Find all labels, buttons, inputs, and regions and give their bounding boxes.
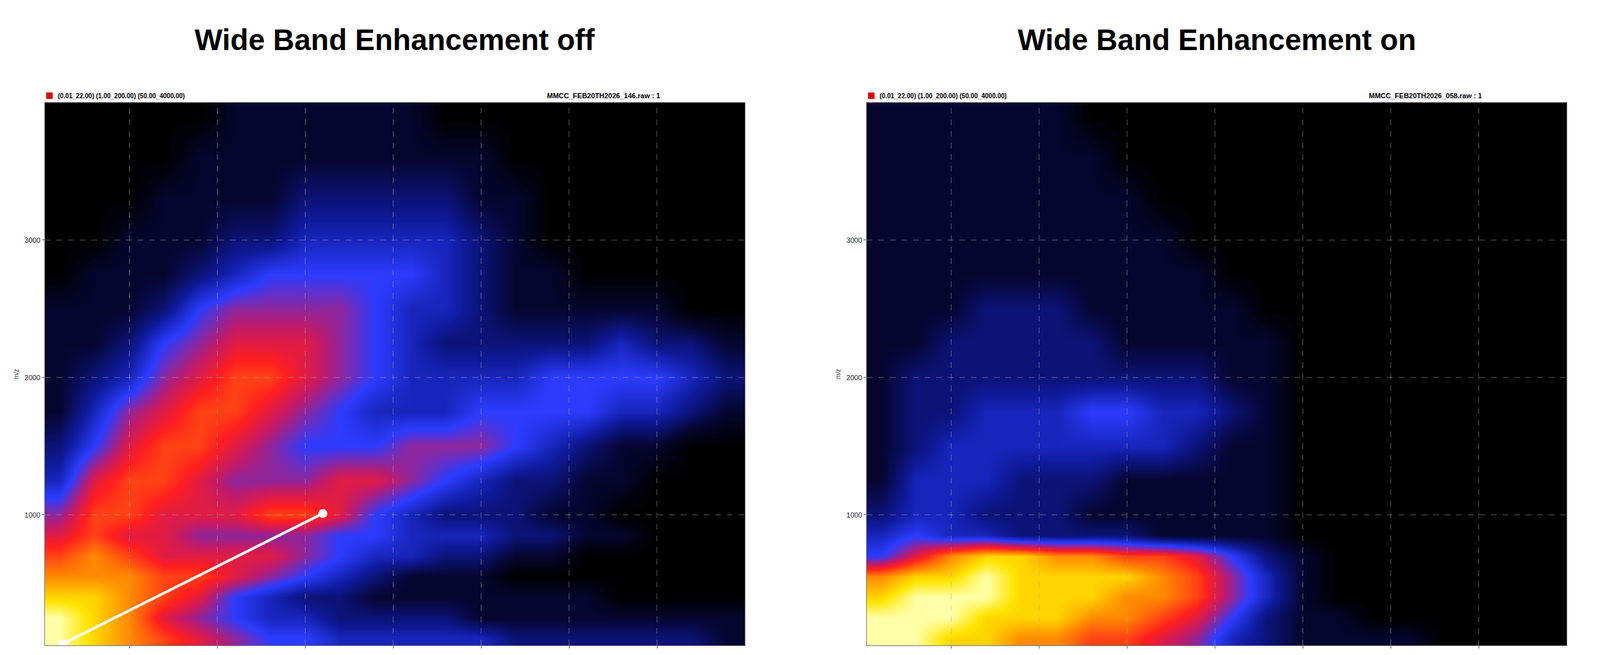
svg-text:(0.01_22.00) (1.00_200.00) (50: (0.01_22.00) (1.00_200.00) (50.00_4000.0… [57, 92, 185, 100]
svg-text:Wide Band Enhancement off: Wide Band Enhancement off [194, 23, 596, 57]
svg-text:(0.01_22.00) (1.00_200.00) (50: (0.01_22.00) (1.00_200.00) (50.00_4000.0… [879, 92, 1007, 100]
svg-text:3000: 3000 [846, 236, 862, 244]
svg-text:MMCC_FEB20TH2026_058.raw : 1: MMCC_FEB20TH2026_058.raw : 1 [1368, 91, 1482, 100]
svg-text:Wide Band Enhancement on: Wide Band Enhancement on [1017, 23, 1417, 57]
svg-text:1000: 1000 [846, 511, 862, 519]
svg-text:MMCC_FEB20TH2026_146.raw : 1: MMCC_FEB20TH2026_146.raw : 1 [547, 91, 661, 100]
svg-text:m/z: m/z [12, 368, 20, 379]
svg-text:2000: 2000 [846, 373, 862, 382]
svg-text:3000: 3000 [24, 236, 40, 244]
svg-text:m/z: m/z [834, 368, 842, 379]
svg-text:1000: 1000 [24, 511, 40, 519]
svg-text:2000: 2000 [24, 373, 40, 382]
